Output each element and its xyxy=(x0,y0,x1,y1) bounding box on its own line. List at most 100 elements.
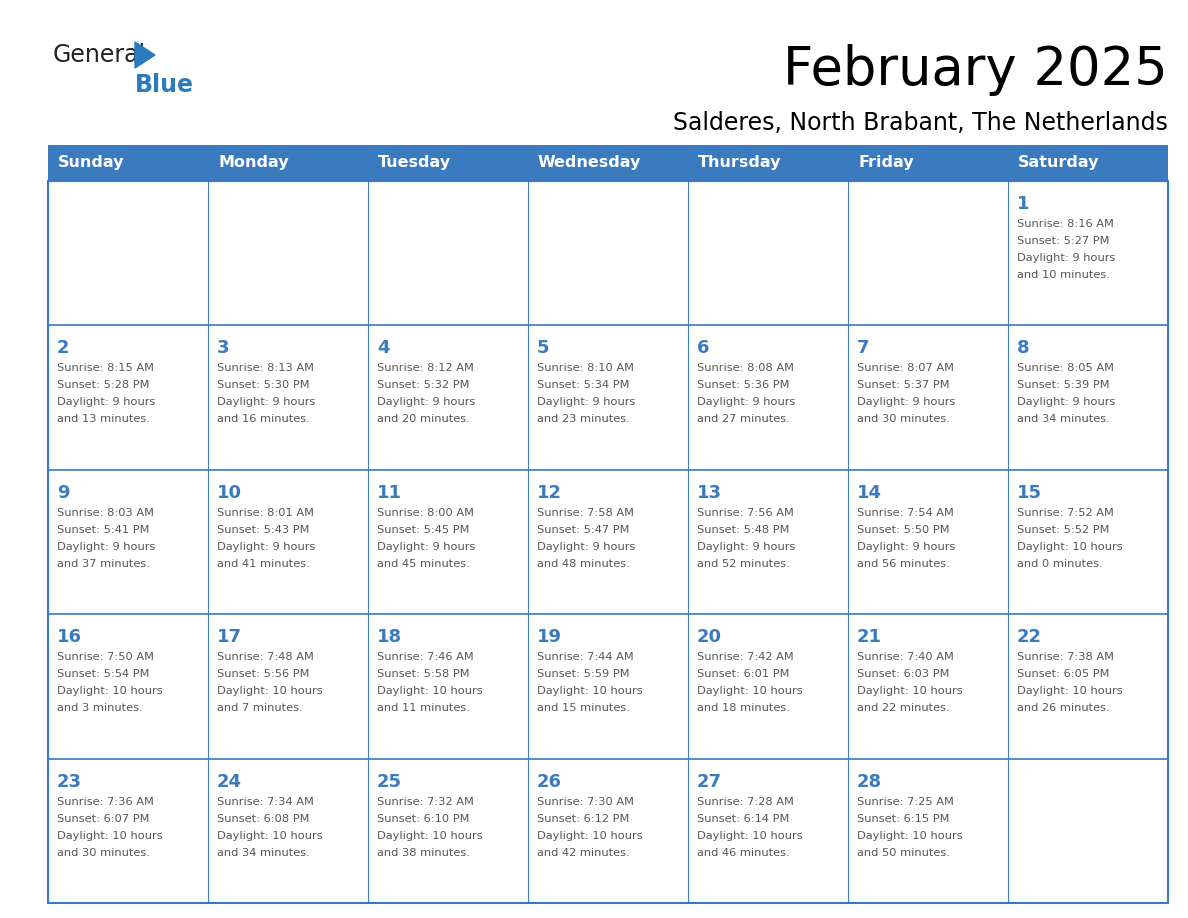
Text: 10: 10 xyxy=(217,484,242,502)
Text: Blue: Blue xyxy=(135,73,194,97)
Text: Wednesday: Wednesday xyxy=(538,155,642,171)
Text: Sunrise: 8:08 AM: Sunrise: 8:08 AM xyxy=(697,364,794,374)
Text: and 10 minutes.: and 10 minutes. xyxy=(1017,270,1110,280)
Text: and 26 minutes.: and 26 minutes. xyxy=(1017,703,1110,713)
Text: Sunrise: 7:52 AM: Sunrise: 7:52 AM xyxy=(1017,508,1114,518)
Bar xyxy=(48,181,1168,903)
Polygon shape xyxy=(135,42,154,68)
Text: Daylight: 10 hours: Daylight: 10 hours xyxy=(377,831,482,841)
Text: 8: 8 xyxy=(1017,340,1030,357)
Bar xyxy=(368,470,527,614)
Text: and 30 minutes.: and 30 minutes. xyxy=(57,847,150,857)
Text: and 22 minutes.: and 22 minutes. xyxy=(857,703,949,713)
Text: 26: 26 xyxy=(537,773,562,790)
Text: Sunset: 5:48 PM: Sunset: 5:48 PM xyxy=(697,525,790,535)
Text: and 34 minutes.: and 34 minutes. xyxy=(1017,414,1110,424)
Text: and 41 minutes.: and 41 minutes. xyxy=(217,559,310,569)
Text: Sunset: 5:28 PM: Sunset: 5:28 PM xyxy=(57,380,150,390)
Text: Sunset: 6:07 PM: Sunset: 6:07 PM xyxy=(57,813,150,823)
Text: Daylight: 10 hours: Daylight: 10 hours xyxy=(537,831,643,841)
Text: Daylight: 9 hours: Daylight: 9 hours xyxy=(217,542,315,552)
Text: Daylight: 9 hours: Daylight: 9 hours xyxy=(1017,253,1116,263)
Text: Sunrise: 8:10 AM: Sunrise: 8:10 AM xyxy=(537,364,634,374)
Text: Tuesday: Tuesday xyxy=(378,155,451,171)
Bar xyxy=(848,758,1007,903)
Text: 22: 22 xyxy=(1017,628,1042,646)
Text: Daylight: 9 hours: Daylight: 9 hours xyxy=(1017,397,1116,408)
Text: and 56 minutes.: and 56 minutes. xyxy=(857,559,949,569)
Text: Sunset: 5:58 PM: Sunset: 5:58 PM xyxy=(377,669,469,679)
Text: and 11 minutes.: and 11 minutes. xyxy=(377,703,470,713)
Text: Sunrise: 8:07 AM: Sunrise: 8:07 AM xyxy=(857,364,954,374)
Text: Daylight: 9 hours: Daylight: 9 hours xyxy=(537,542,636,552)
Text: Sunset: 5:37 PM: Sunset: 5:37 PM xyxy=(857,380,949,390)
Text: 11: 11 xyxy=(377,484,402,502)
Text: Sunrise: 7:25 AM: Sunrise: 7:25 AM xyxy=(857,797,954,807)
Bar xyxy=(48,470,208,614)
Text: Sunset: 5:47 PM: Sunset: 5:47 PM xyxy=(537,525,630,535)
Bar xyxy=(368,614,527,758)
Text: Daylight: 10 hours: Daylight: 10 hours xyxy=(377,686,482,696)
Text: 21: 21 xyxy=(857,628,881,646)
Text: Friday: Friday xyxy=(858,155,914,171)
Text: Sunset: 5:43 PM: Sunset: 5:43 PM xyxy=(217,525,310,535)
Text: Sunset: 5:39 PM: Sunset: 5:39 PM xyxy=(1017,380,1110,390)
Bar xyxy=(688,470,848,614)
Text: 9: 9 xyxy=(57,484,70,502)
Bar xyxy=(48,614,208,758)
Text: Sunset: 6:03 PM: Sunset: 6:03 PM xyxy=(857,669,949,679)
Text: Daylight: 10 hours: Daylight: 10 hours xyxy=(697,686,803,696)
Text: Sunrise: 7:46 AM: Sunrise: 7:46 AM xyxy=(377,652,474,662)
Text: Daylight: 9 hours: Daylight: 9 hours xyxy=(377,542,475,552)
Text: Sunset: 5:32 PM: Sunset: 5:32 PM xyxy=(377,380,469,390)
Text: February 2025: February 2025 xyxy=(783,44,1168,96)
Text: 15: 15 xyxy=(1017,484,1042,502)
Text: and 16 minutes.: and 16 minutes. xyxy=(217,414,310,424)
Text: Daylight: 10 hours: Daylight: 10 hours xyxy=(217,686,323,696)
Text: Daylight: 10 hours: Daylight: 10 hours xyxy=(217,831,323,841)
Text: and 20 minutes.: and 20 minutes. xyxy=(377,414,469,424)
Text: Sunrise: 7:32 AM: Sunrise: 7:32 AM xyxy=(377,797,474,807)
Bar xyxy=(688,758,848,903)
Text: Sunset: 5:34 PM: Sunset: 5:34 PM xyxy=(537,380,630,390)
Bar xyxy=(368,325,527,470)
Text: and 46 minutes.: and 46 minutes. xyxy=(697,847,790,857)
Text: General: General xyxy=(53,43,146,67)
Bar xyxy=(1007,758,1168,903)
Text: Daylight: 10 hours: Daylight: 10 hours xyxy=(697,831,803,841)
Text: Saturday: Saturday xyxy=(1018,155,1100,171)
Text: 18: 18 xyxy=(377,628,402,646)
Text: Sunrise: 7:34 AM: Sunrise: 7:34 AM xyxy=(217,797,314,807)
Text: 2: 2 xyxy=(57,340,70,357)
Text: and 23 minutes.: and 23 minutes. xyxy=(537,414,630,424)
Text: 7: 7 xyxy=(857,340,870,357)
Bar xyxy=(48,181,208,325)
Bar xyxy=(208,614,368,758)
Text: Sunrise: 7:50 AM: Sunrise: 7:50 AM xyxy=(57,652,154,662)
Text: 28: 28 xyxy=(857,773,883,790)
Text: Sunrise: 7:36 AM: Sunrise: 7:36 AM xyxy=(57,797,154,807)
Text: 20: 20 xyxy=(697,628,722,646)
Text: and 45 minutes.: and 45 minutes. xyxy=(377,559,469,569)
Text: Sunset: 6:14 PM: Sunset: 6:14 PM xyxy=(697,813,789,823)
Bar xyxy=(208,325,368,470)
Text: Daylight: 9 hours: Daylight: 9 hours xyxy=(857,397,955,408)
Text: Sunrise: 8:16 AM: Sunrise: 8:16 AM xyxy=(1017,219,1114,229)
Text: and 42 minutes.: and 42 minutes. xyxy=(537,847,630,857)
Bar xyxy=(688,181,848,325)
Text: Sunset: 5:56 PM: Sunset: 5:56 PM xyxy=(217,669,310,679)
Text: Sunrise: 8:00 AM: Sunrise: 8:00 AM xyxy=(377,508,474,518)
Text: and 52 minutes.: and 52 minutes. xyxy=(697,559,790,569)
Bar xyxy=(848,614,1007,758)
Text: Salderes, North Brabant, The Netherlands: Salderes, North Brabant, The Netherlands xyxy=(674,111,1168,135)
Text: Daylight: 9 hours: Daylight: 9 hours xyxy=(857,542,955,552)
Text: 23: 23 xyxy=(57,773,82,790)
Text: Sunrise: 7:54 AM: Sunrise: 7:54 AM xyxy=(857,508,954,518)
Text: Sunrise: 7:42 AM: Sunrise: 7:42 AM xyxy=(697,652,794,662)
Text: Sunrise: 8:15 AM: Sunrise: 8:15 AM xyxy=(57,364,154,374)
Text: 12: 12 xyxy=(537,484,562,502)
Bar xyxy=(688,614,848,758)
Bar xyxy=(48,325,208,470)
Text: Sunset: 5:41 PM: Sunset: 5:41 PM xyxy=(57,525,150,535)
Text: Sunset: 6:10 PM: Sunset: 6:10 PM xyxy=(377,813,469,823)
